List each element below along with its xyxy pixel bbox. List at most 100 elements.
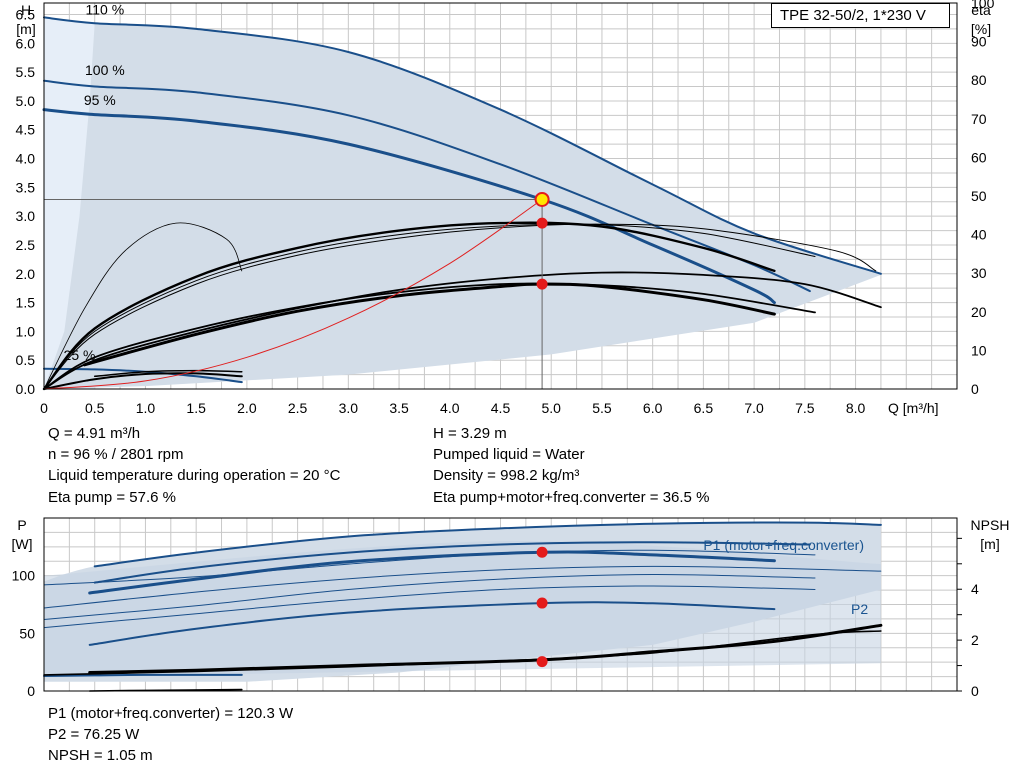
x-tick-label: 0.5 — [85, 400, 105, 416]
h-tick-label: 4.5 — [16, 122, 36, 138]
head-series-eta — [43, 223, 877, 390]
x-tick-label: 2.0 — [237, 400, 257, 416]
power-series-power — [93, 541, 811, 584]
speed-curve-label: 25 % — [64, 347, 96, 363]
power-series-power — [43, 585, 816, 629]
p-axis-unit: [W] — [12, 536, 33, 552]
x-tick-label: 6.0 — [643, 400, 663, 416]
speed-curve-label: 100 % — [85, 62, 125, 78]
x-tick-label: 7.5 — [795, 400, 815, 416]
x-tick-label: 4.0 — [440, 400, 460, 416]
power-series-power — [88, 601, 776, 646]
eta-tick-label: 70 — [971, 111, 987, 127]
h-tick-label: 0.5 — [16, 352, 36, 368]
power-series-power — [43, 573, 816, 620]
h-tick-label: 6.0 — [16, 35, 36, 51]
speed-curve-label: 95 % — [84, 92, 116, 108]
x-tick-label: 2.5 — [288, 400, 308, 416]
head-series-eta — [43, 282, 816, 390]
power-curves — [43, 521, 883, 692]
eta-total-readout: Eta pump+motor+freq.converter = 36.5 % — [433, 489, 710, 506]
h-tick-label: 2.0 — [16, 266, 36, 282]
x-tick-label: 5.0 — [541, 400, 561, 416]
p1-series-label: P1 (motor+freq.converter) — [703, 537, 864, 553]
power-markers — [536, 546, 548, 668]
eta-tick-label: 80 — [971, 72, 987, 88]
power-series-power — [43, 549, 816, 586]
head-series-eta — [93, 369, 243, 378]
eta-tick-label: 0 — [971, 381, 979, 397]
temperature-readout: Liquid temperature during operation = 20… — [48, 467, 341, 484]
p-tick-label: 100 — [12, 568, 36, 584]
eta-tick-label: 100 — [971, 0, 995, 11]
x-tick-label: 6.5 — [694, 400, 714, 416]
head-series-eta — [42, 221, 776, 391]
x-tick-label: 3.5 — [389, 400, 409, 416]
power-operating-marker — [536, 597, 548, 609]
eta-tick-label: 10 — [971, 342, 987, 358]
head-series-eta — [43, 271, 882, 390]
flow-readout: Q = 4.91 m³/h — [48, 425, 141, 442]
p2-series-label: P2 — [851, 601, 868, 617]
h-tick-label: 5.5 — [16, 64, 36, 80]
pumped-liquid-readout: Pumped liquid = Water — [433, 446, 585, 463]
x-tick-label: 0 — [40, 400, 48, 416]
x-tick-label: 5.5 — [592, 400, 612, 416]
h-tick-label: 3.5 — [16, 179, 36, 195]
x-tick-label: 1.0 — [136, 400, 156, 416]
h-tick-label: 2.5 — [16, 237, 36, 253]
eta-axis-label: eta — [971, 2, 991, 18]
x-tick-label: 1.5 — [186, 400, 206, 416]
density-readout: Density = 998.2 kg/m³ — [433, 467, 580, 484]
npsh-axis-label: NPSH — [971, 517, 1010, 533]
pump-model-badge: TPE 32-50/2, 1*230 V — [771, 3, 950, 28]
head-curves — [42, 16, 882, 391]
eta-tick-label: 40 — [971, 227, 987, 243]
p-tick-label: 50 — [19, 625, 35, 641]
power-series-power — [43, 565, 882, 609]
h-axis-unit: [m] — [16, 21, 35, 37]
h-tick-label: 6.5 — [16, 7, 36, 23]
q-axis-label: Q [m³/h] — [888, 400, 939, 416]
power-series-power — [93, 521, 882, 568]
h-tick-label: 1.0 — [16, 323, 36, 339]
power-operating-marker — [536, 656, 548, 668]
duty-point-marker — [534, 191, 550, 207]
power-operating-marker — [536, 546, 548, 558]
x-tick-label: 8.0 — [846, 400, 866, 416]
h-tick-label: 4.0 — [16, 151, 36, 167]
power-series-power — [43, 673, 243, 677]
head-series-eta — [83, 282, 776, 367]
operating-marker — [536, 217, 548, 229]
head-plot-frame — [43, 2, 958, 390]
h-axis-label: H — [21, 2, 31, 18]
head-series-guide — [43, 199, 543, 390]
head-envelope-area — [44, 23, 881, 389]
h-tick-label: 3.0 — [16, 208, 36, 224]
npsh-readout: NPSH = 1.05 m — [48, 747, 153, 764]
eta-tick-label: 50 — [971, 188, 987, 204]
eta-axis-unit: [%] — [971, 21, 991, 37]
p-axis-label: P — [17, 517, 26, 533]
head-series-eta — [43, 372, 243, 390]
head-series-guide — [43, 222, 243, 390]
speed-readout: n = 96 % / 2801 rpm — [48, 446, 184, 463]
npsh-tick-label: 4 — [971, 581, 979, 597]
head-tick-labels: 110 % 100 % 95 % 25 % 0 0.5 1.0 1.5 2.0 2.5 3.0 3.5… — [16, 0, 995, 416]
eta-tick-label: 20 — [971, 304, 987, 320]
power-plot-frame — [43, 517, 958, 692]
head-series-eta — [43, 223, 816, 390]
x-tick-label: 4.5 — [491, 400, 511, 416]
npsh-axis-unit: [m] — [980, 536, 999, 552]
npsh-tick-label: 0 — [971, 683, 979, 699]
eta-tick-label: 30 — [971, 265, 987, 281]
x-tick-label: 7.0 — [744, 400, 764, 416]
operating-marker — [536, 278, 548, 290]
p1-readout: P1 (motor+freq.converter) = 120.3 W — [48, 705, 294, 722]
x-tick-label: 3.0 — [339, 400, 359, 416]
h-tick-label: 1.5 — [16, 295, 36, 311]
power-tick-labels: P1 (motor+freq.converter) P2 0 50 100 0 2 4 P [W]… — [12, 517, 1010, 699]
head-readout: H = 3.29 m — [433, 425, 507, 442]
p-tick-label: 0 — [27, 683, 35, 699]
